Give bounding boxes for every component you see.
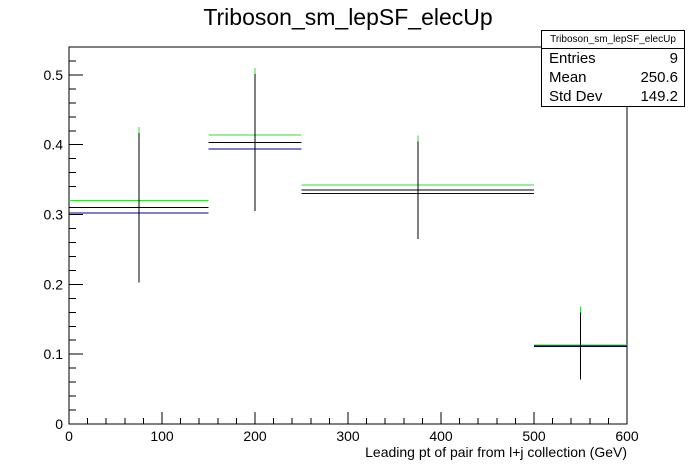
stats-stddev-row: Std Dev 149.2 <box>542 87 684 106</box>
x-tick-label: 300 <box>336 428 360 444</box>
stats-entries-row: Entries 9 <box>542 49 684 68</box>
stats-stddev-value: 149.2 <box>640 88 678 105</box>
x-tick-label: 600 <box>615 428 639 444</box>
y-tick-label: 0.2 <box>44 276 64 292</box>
stats-mean-row: Mean 250.6 <box>542 68 684 87</box>
stats-entries-label: Entries <box>549 50 596 67</box>
x-tick-label: 0 <box>65 428 73 444</box>
x-tick-label: 200 <box>243 428 267 444</box>
axes: 0 100 200 300 400 500 600 0 0.1 0.2 0.3 0.4 0.5 Leadi… <box>44 46 639 460</box>
histogram-marks <box>69 68 627 380</box>
x-axis-label: Leading pt of pair from l+j collection (… <box>365 444 627 460</box>
x-tick-label: 100 <box>150 428 174 444</box>
stats-mean-value: 250.6 <box>640 69 678 86</box>
x-tick-label: 500 <box>522 428 546 444</box>
chart-title: Triboson_sm_lepSF_elecUp <box>203 4 493 30</box>
y-tick-label: 0.4 <box>44 137 64 153</box>
stats-entries-value: 9 <box>669 50 678 67</box>
y-tick-label: 0 <box>55 416 63 432</box>
y-tick-label: 0.3 <box>44 207 64 223</box>
stats-title: Triboson_sm_lepSF_elecUp <box>542 31 684 49</box>
stats-stddev-label: Std Dev <box>549 88 603 105</box>
y-tick-label: 0.1 <box>44 346 64 362</box>
x-tick-label: 400 <box>429 428 453 444</box>
stats-box: Triboson_sm_lepSF_elecUp Entries 9 Mean … <box>541 30 685 107</box>
y-tick-label: 0.5 <box>44 67 64 83</box>
stats-mean-label: Mean <box>549 69 587 86</box>
